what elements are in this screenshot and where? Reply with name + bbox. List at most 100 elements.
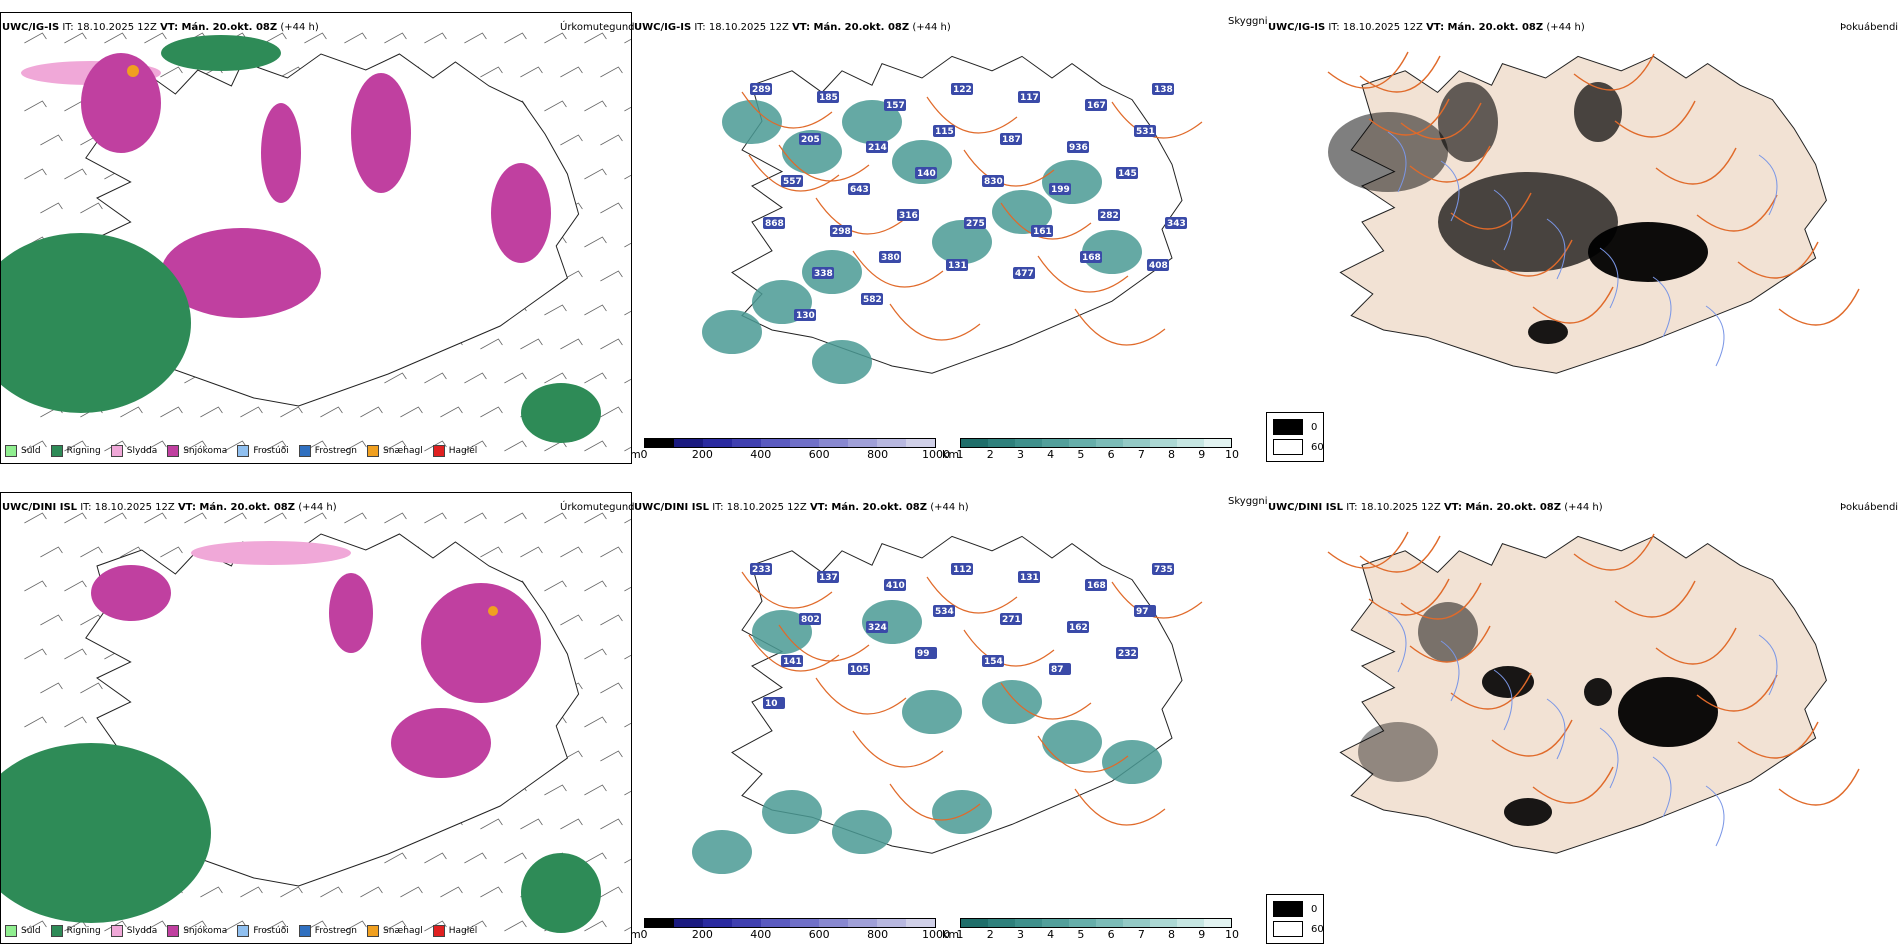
colorbar-tick: 0 (640, 928, 648, 941)
fog-legend-row: 0 (1273, 419, 1317, 435)
road (1696, 194, 1778, 232)
cloud-base-value: 130 (796, 311, 815, 321)
cloud-base-strip (644, 918, 936, 928)
road (1532, 286, 1614, 324)
legend-item: Frostregn (298, 445, 357, 457)
cloud-base-value: 477 (1015, 269, 1034, 279)
precip-blobs (1, 541, 601, 933)
legend-swatch (367, 925, 380, 937)
cloud-base-value: 531 (1136, 127, 1155, 137)
road (1400, 582, 1482, 620)
road (815, 677, 907, 715)
wind-barb (160, 66, 183, 78)
road (1400, 102, 1482, 140)
road (1655, 147, 1737, 185)
wind-barb (104, 32, 127, 44)
wind-barb (104, 440, 127, 452)
init-time: IT: 18.10.2025 12Z (694, 22, 789, 33)
road (1000, 202, 1092, 240)
low-visibility-area (702, 310, 762, 354)
legend-item: Haglél (432, 925, 477, 937)
cloud-base-label: 410 (884, 579, 906, 591)
cloud-base-label: 112 (951, 563, 973, 575)
low-visibility-area (1102, 740, 1162, 784)
visibility-strip (960, 438, 1232, 448)
colorbar-cell (1096, 439, 1123, 447)
wind-barb (64, 32, 87, 44)
valid-time: VT: Mán. 20.okt. 08Z (177, 502, 295, 513)
snow-pellet-area (488, 606, 498, 616)
legend-item: Snjókoma (167, 925, 227, 937)
wind-barb (24, 648, 47, 660)
cloud-base-label: 324 (866, 621, 888, 633)
cloud-base-value: 735 (1154, 565, 1173, 575)
river (1387, 611, 1407, 673)
cloud-base-label: 140 (915, 167, 937, 179)
river (1440, 640, 1460, 702)
colorbar-cell (1042, 439, 1069, 447)
cloud-base-label: 137 (817, 571, 839, 583)
cloud-base-label: 131 (946, 259, 968, 271)
wind-barb (600, 134, 623, 146)
cloud-base-label-bg (1085, 99, 1107, 111)
cloud-base-value: 643 (850, 185, 869, 195)
colorbar-tick: 1000 (922, 448, 950, 461)
road (1368, 578, 1450, 616)
legend-label: Snjókoma (183, 926, 228, 936)
road-network (1327, 51, 1860, 326)
fog-panel-name: Þokuábendi (1840, 22, 1899, 33)
wind-barb (40, 614, 63, 626)
wind-barb (624, 518, 631, 524)
legend-label: Súld (21, 446, 41, 456)
cloud-base-label: 87 (1049, 663, 1071, 675)
road (889, 783, 981, 821)
cloud-base-value: 105 (850, 665, 869, 675)
wind-barb (624, 310, 631, 316)
cloud-base-label: 380 (879, 251, 901, 263)
legend-item: Rigning (50, 445, 101, 457)
cloud-base-value: 298 (832, 227, 851, 237)
cloud-base-label-bg (1085, 579, 1107, 591)
road (1573, 53, 1655, 91)
cloud-base-label-bg (866, 621, 888, 633)
cloud-base-label-bg (982, 655, 1004, 667)
wind-barb (464, 440, 487, 452)
wind-barb (40, 682, 63, 694)
fog-area (1504, 798, 1552, 826)
low-visibility-area (752, 610, 812, 654)
cloud-base-label-bg (897, 209, 919, 221)
legend-swatch (50, 925, 63, 937)
wind-barb (544, 372, 567, 384)
low-visibility-area (832, 810, 892, 854)
legend-item: Snæhagl (367, 445, 423, 457)
legend-swatch (5, 445, 17, 457)
colorbar-cell (988, 439, 1015, 447)
legend-item: Frostregn (298, 925, 357, 937)
visibility-strip (960, 918, 1232, 928)
colorbar-cell (819, 919, 848, 927)
colorbar-cell (790, 919, 819, 927)
road (748, 634, 840, 672)
legend-swatch (110, 925, 123, 937)
wind-barb (520, 546, 543, 558)
road (852, 730, 944, 768)
fog-title: UWC/DINI ISL IT: 18.10.2025 12Z VT: Mán.… (1268, 502, 1603, 513)
wind-barb (480, 406, 503, 418)
colorbar-cell (848, 439, 877, 447)
wind-barb (584, 784, 607, 796)
cloud-base-value: 802 (801, 615, 820, 625)
legend-label: Rigning (66, 446, 101, 456)
colorbar-tick: 1 (956, 448, 964, 461)
river (1599, 727, 1619, 789)
legend-label: Slydda (126, 446, 158, 456)
cloud-base-value: 410 (886, 581, 905, 591)
wind-barb (504, 512, 527, 524)
river-network (1387, 131, 1778, 367)
road (963, 629, 1055, 667)
wind-barb (384, 512, 407, 524)
low-visibility-area (932, 220, 992, 264)
wind-barb (464, 372, 487, 384)
wind-barb (424, 512, 447, 524)
wind-barb (600, 886, 623, 898)
wind-barb (600, 614, 623, 626)
